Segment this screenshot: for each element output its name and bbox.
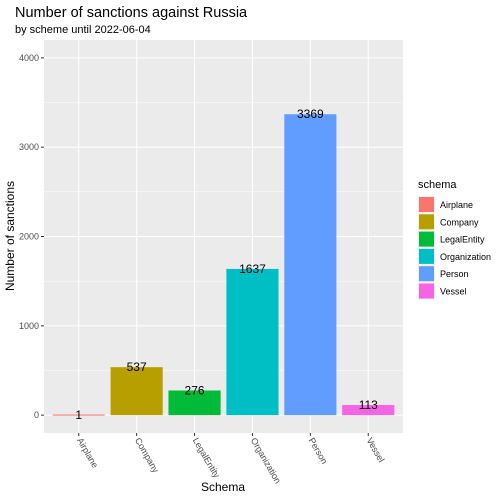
- bar: [52, 414, 105, 416]
- data-labels: 1 537 276 1637 3369 113: [75, 107, 378, 422]
- x-tick-label: Company: [133, 436, 161, 475]
- legend-key: [419, 248, 434, 264]
- legend-key: [419, 283, 434, 299]
- y-tick-label: 4000: [19, 53, 39, 63]
- legend-key: [419, 197, 434, 212]
- x-tick-label: Organization: [249, 436, 283, 485]
- y-axis-title: Number of sanctions: [3, 181, 17, 291]
- legend-title: schema: [418, 179, 457, 191]
- chart-title: Number of sanctions against Russia: [15, 5, 248, 21]
- y-tick-label: 1000: [19, 321, 39, 331]
- legend: schema Airplane Company LegalEntity Organiz…: [418, 179, 491, 300]
- legend-key: [419, 231, 434, 247]
- x-tick-label: Person: [307, 436, 330, 466]
- bar: [342, 405, 395, 416]
- bar: [284, 114, 337, 416]
- y-axis: 0 1000 2000 3000 4000: [19, 53, 44, 420]
- chart-subtitle: by scheme until 2022-06-04: [15, 24, 151, 36]
- legend-label: Airplane: [440, 200, 473, 210]
- data-label: 1: [75, 408, 82, 422]
- bar: [110, 367, 163, 416]
- x-axis-title: Schema: [201, 480, 245, 494]
- legend-key: [419, 266, 434, 282]
- legend-label: Vessel: [440, 287, 467, 297]
- bars: [52, 114, 395, 416]
- grid-minor: [44, 102, 403, 371]
- data-label: 1637: [239, 262, 266, 276]
- data-label: 3369: [297, 107, 324, 121]
- legend-label: Person: [440, 269, 469, 279]
- legend-key: [419, 214, 434, 230]
- data-label: 113: [359, 398, 378, 412]
- legend-label: LegalEntity: [440, 235, 485, 245]
- x-axis: Airplane Company LegalEntity Organization Pe…: [75, 433, 386, 485]
- y-tick-label: 2000: [19, 232, 39, 242]
- legend-label: Organization: [440, 252, 491, 262]
- bar: [168, 390, 221, 416]
- x-tick-label: Vessel: [365, 436, 387, 464]
- data-label: 276: [185, 383, 205, 397]
- y-tick-label: 3000: [19, 142, 39, 152]
- x-tick-label: Airplane: [75, 436, 100, 470]
- data-label: 537: [127, 360, 147, 374]
- x-tick-label: LegalEntity: [191, 436, 222, 480]
- y-tick-label: 0: [34, 410, 39, 420]
- legend-label: Company: [440, 217, 479, 227]
- bar: [226, 268, 279, 416]
